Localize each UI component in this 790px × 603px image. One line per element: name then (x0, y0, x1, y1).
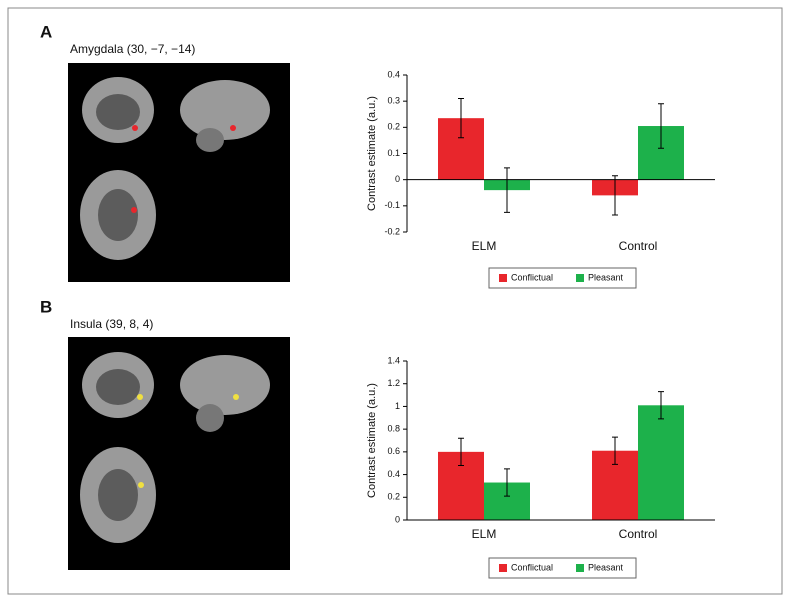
region-title: Insula (39, 8, 4) (70, 317, 153, 331)
panel-label: A (40, 22, 52, 41)
error-bar (612, 436, 618, 465)
y-tick-label: 0 (395, 174, 400, 184)
y-tick-label: 0.6 (387, 446, 400, 456)
y-tick-label: 0 (395, 514, 400, 524)
legend-label: Conflictual (511, 562, 553, 572)
y-tick-label: 0.2 (387, 122, 400, 132)
y-axis-label: Contrast estimate (a.u.) (366, 383, 378, 498)
x-tick-label: ELM (472, 527, 497, 541)
y-tick-label: 0.8 (387, 424, 400, 434)
x-tick-label: ELM (472, 239, 497, 253)
error-bar (458, 98, 464, 139)
y-tick-label: -0.2 (384, 226, 400, 236)
y-tick-label: 1.2 (387, 378, 400, 388)
error-bar (504, 468, 510, 497)
brain-image-a (68, 63, 290, 282)
y-tick-label: 1.4 (387, 355, 400, 365)
y-tick-label: 1 (395, 401, 400, 411)
y-axis-label: Contrast estimate (a.u.) (366, 96, 378, 211)
y-tick-label: 0.4 (387, 69, 400, 79)
legend-swatch (499, 564, 507, 572)
error-bar (612, 175, 618, 216)
x-tick-label: Control (619, 239, 658, 253)
error-bar (504, 167, 510, 213)
region-title: Amygdala (30, −7, −14) (70, 42, 195, 56)
legend-swatch (576, 564, 584, 572)
y-tick-label: -0.1 (384, 200, 400, 210)
legend-box (488, 557, 637, 579)
x-tick-label: Control (619, 527, 658, 541)
y-tick-label: 0.2 (387, 492, 400, 502)
bar (638, 405, 684, 520)
legend-swatch (576, 274, 584, 282)
error-bar (658, 103, 664, 149)
error-bar (658, 391, 664, 420)
y-tick-label: 0.3 (387, 96, 400, 106)
brain-image-b (68, 337, 290, 570)
y-tick-label: 0.4 (387, 469, 400, 479)
legend-label: Pleasant (588, 562, 624, 572)
panel-label: B (40, 297, 52, 316)
legend-label: Conflictual (511, 272, 553, 282)
legend-label: Pleasant (588, 272, 624, 282)
legend-swatch (499, 274, 507, 282)
legend-box (488, 267, 637, 289)
y-tick-label: 0.1 (387, 148, 400, 158)
error-bar (458, 437, 464, 466)
